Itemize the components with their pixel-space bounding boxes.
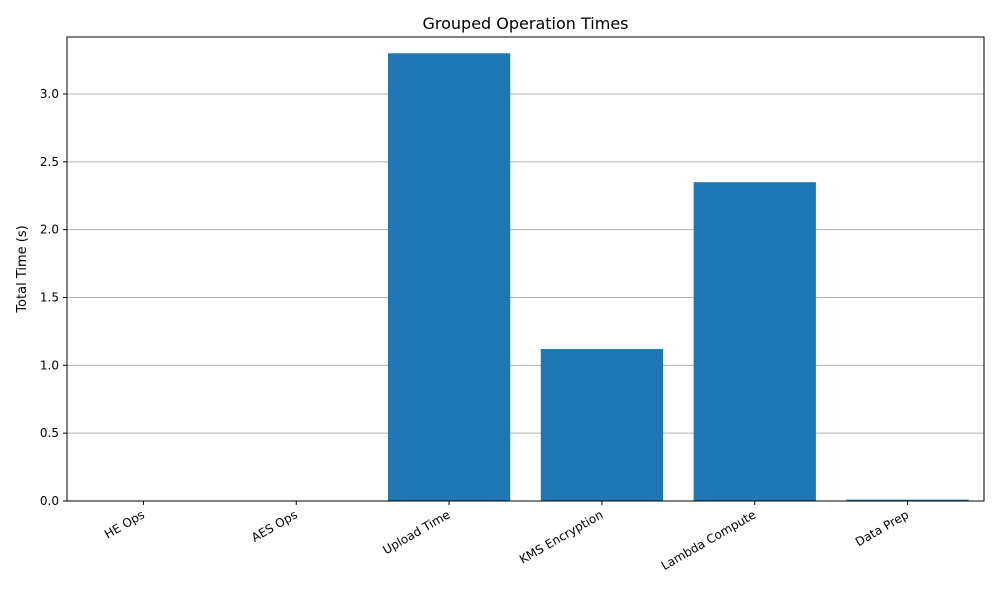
chart-title: Grouped Operation Times	[423, 14, 629, 33]
x-tick-label: Lambda Compute	[659, 507, 759, 573]
y-tick-label: 3.0	[40, 87, 59, 101]
x-ticks: HE Ops AES Ops Upload Time KMS Encryption La…	[102, 501, 911, 573]
bar-kms-encryption	[540, 349, 664, 501]
grid-lines	[67, 93, 984, 502]
plot-frame	[66, 36, 985, 502]
y-ticks: 0.0 0.5 1.0 1.5 2.0 2.5 3.0	[40, 87, 67, 508]
axes	[66, 36, 985, 502]
y-tick-label: 2.5	[40, 155, 59, 169]
x-tick-label: HE Ops	[102, 507, 147, 541]
y-tick-label: 0.0	[40, 494, 59, 508]
bar-lambda-compute	[693, 182, 816, 501]
y-tick-label: 1.5	[40, 290, 59, 304]
y-tick-label: 0.5	[40, 426, 59, 440]
x-tick-label: Upload Time	[380, 507, 452, 557]
x-tick-label: Data Prep	[853, 507, 911, 549]
y-axis-label: Total Time (s)	[15, 225, 30, 313]
y-tick-label: 2.0	[40, 223, 59, 237]
x-tick-label: KMS Encryption	[517, 507, 605, 566]
x-tick-label: AES Ops	[249, 507, 300, 544]
bars	[387, 53, 969, 501]
bar-upload-time	[387, 53, 511, 501]
bar-data-prep	[846, 499, 969, 501]
y-tick-label: 1.0	[40, 358, 59, 372]
